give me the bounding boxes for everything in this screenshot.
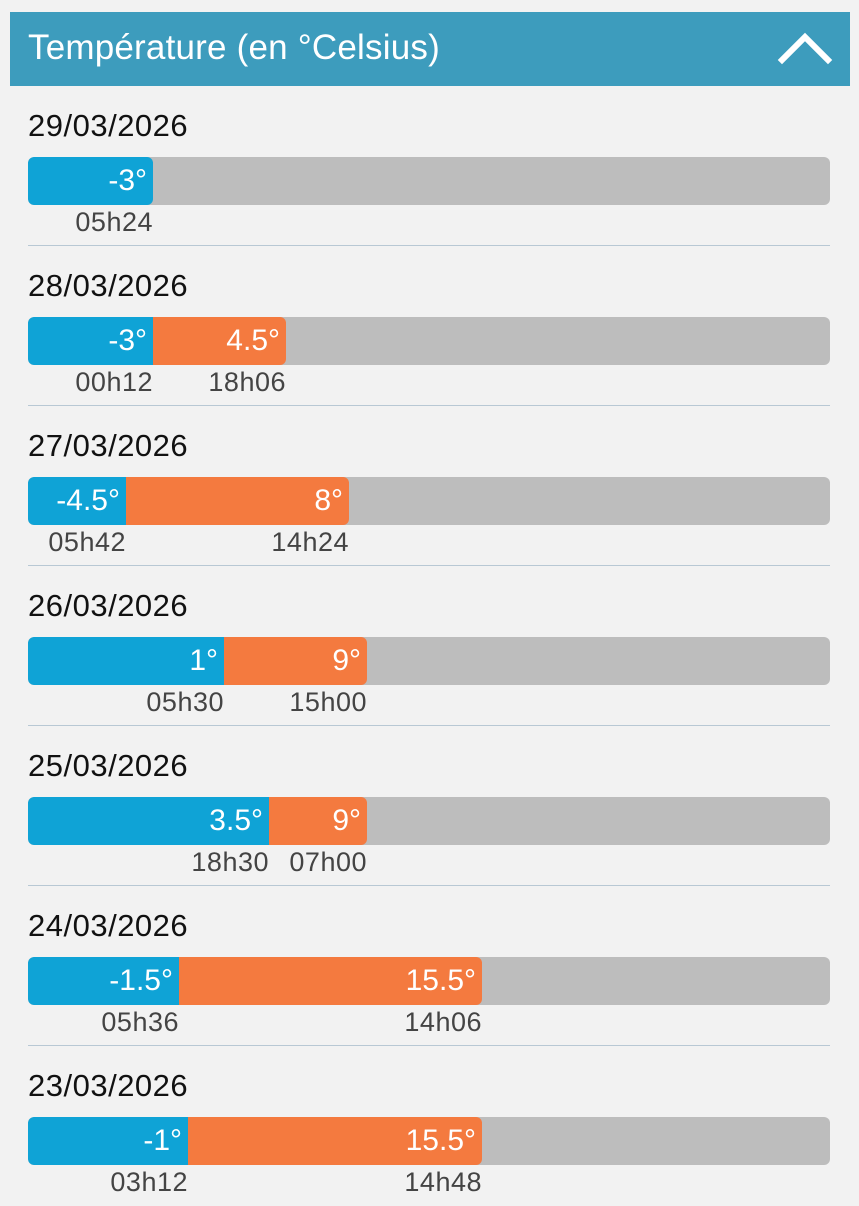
max-temperature-bar: 4.5°	[147, 317, 286, 365]
day-date: 24/03/2026	[28, 908, 189, 943]
max-temperature-bar: 15.5°	[173, 957, 482, 1005]
max-temperature-bar: 9°	[218, 637, 367, 685]
row-divider	[28, 405, 830, 406]
max-temperature-bar: 8°	[120, 477, 349, 525]
row-divider	[28, 245, 830, 246]
day-date: 26/03/2026	[28, 588, 189, 623]
temperature-range-bar: 3.5° 9°	[28, 797, 830, 845]
day-row: 26/03/2026 1° 9° 05h30 15h00	[10, 566, 850, 726]
min-temperature-bar: -1°	[28, 1117, 188, 1165]
temperature-range-bar: 1° 9°	[28, 637, 830, 685]
chevron-up-icon[interactable]	[774, 22, 836, 74]
day-row: 23/03/2026 -1° 15.5° 03h12 14h48	[10, 1046, 850, 1206]
min-temperature-bar: -1.5°	[28, 957, 179, 1005]
max-temperature-bar: 9°	[263, 797, 367, 845]
temperature-range-bar: -1° 15.5°	[28, 1117, 830, 1165]
day-date: 23/03/2026	[28, 1068, 189, 1103]
temperature-section-header[interactable]: Température (en °Celsius)	[10, 12, 850, 86]
min-temperature-time: 05h30	[146, 687, 224, 717]
day-row: 24/03/2026 -1.5° 15.5° 05h36 14h06	[10, 886, 850, 1046]
min-temperature-time: 05h36	[101, 1007, 179, 1037]
max-temperature-time: 18h06	[208, 367, 286, 397]
min-temperature-time: 05h24	[75, 207, 153, 237]
max-temperature-time: 15h00	[289, 687, 367, 717]
daily-temperature-list: 29/03/2026 -3° 05h24 28/03/2026 -3° 4.5° 00h12…	[10, 86, 850, 1200]
min-temperature-bar: -4.5°	[28, 477, 126, 525]
min-temperature-time: 03h12	[110, 1167, 188, 1197]
max-temperature-time: 14h48	[404, 1167, 482, 1197]
temperature-range-bar: -3°	[28, 157, 830, 205]
min-temperature-bar: 3.5°	[28, 797, 269, 845]
min-temperature-time: 18h30	[191, 847, 269, 877]
row-divider	[28, 885, 830, 886]
day-row: 25/03/2026 3.5° 9° 18h30 07h00	[10, 726, 850, 886]
temperature-range-bar: -3° 4.5°	[28, 317, 830, 365]
row-divider	[28, 1045, 830, 1046]
max-temperature-time: 14h06	[404, 1007, 482, 1037]
day-date: 28/03/2026	[28, 268, 189, 303]
day-row: 28/03/2026 -3° 4.5° 00h12 18h06	[10, 246, 850, 406]
row-divider	[28, 565, 830, 566]
max-temperature-time: 07h00	[289, 847, 367, 877]
day-row: 29/03/2026 -3° 05h24	[10, 86, 850, 246]
min-temperature-bar: -3°	[28, 317, 153, 365]
min-temperature-bar: -3°	[28, 157, 153, 205]
max-temperature-time: 14h24	[271, 527, 349, 557]
day-date: 29/03/2026	[28, 108, 189, 143]
temperature-range-bar: -4.5° 8°	[28, 477, 830, 525]
max-temperature-bar: 15.5°	[182, 1117, 482, 1165]
min-temperature-time: 00h12	[75, 367, 153, 397]
day-row: 27/03/2026 -4.5° 8° 05h42 14h24	[10, 406, 850, 566]
temperature-range-bar: -1.5° 15.5°	[28, 957, 830, 1005]
day-date: 27/03/2026	[28, 428, 189, 463]
min-temperature-time: 05h42	[48, 527, 126, 557]
min-temperature-bar: 1°	[28, 637, 224, 685]
day-date: 25/03/2026	[28, 748, 189, 783]
section-title: Température (en °Celsius)	[28, 28, 440, 67]
row-divider	[28, 725, 830, 726]
